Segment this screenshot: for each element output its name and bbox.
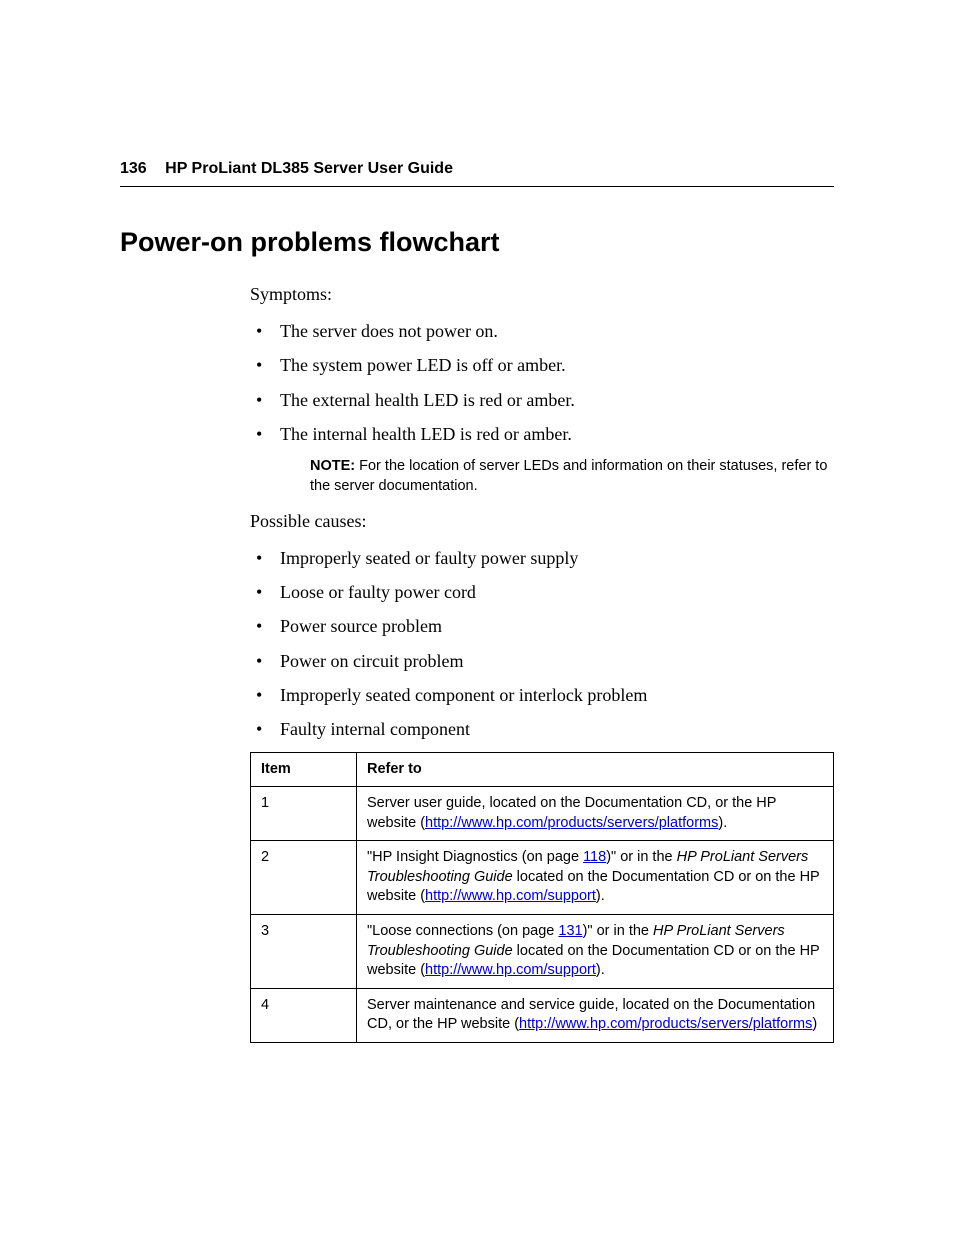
cell-item: 1: [251, 787, 357, 841]
external-link[interactable]: http://www.hp.com/support: [425, 888, 596, 904]
list-item: Power on circuit problem: [250, 649, 834, 673]
table-row: 2 "HP Insight Diagnostics (on page 118)"…: [251, 841, 834, 915]
table-header-row: Item Refer to: [251, 752, 834, 787]
causes-label: Possible causes:: [250, 511, 834, 532]
cell-text: ).: [596, 962, 605, 978]
cell-text: "Loose connections (on page: [367, 923, 558, 939]
page-number: 136: [120, 160, 147, 177]
section-heading: Power-on problems flowchart: [120, 227, 834, 258]
cell-text: )" or in the: [583, 923, 653, 939]
list-item: Faulty internal component: [250, 717, 834, 741]
note-text: For the location of server LEDs and info…: [310, 458, 827, 494]
cell-text: ): [812, 1016, 817, 1032]
running-header: 136 HP ProLiant DL385 Server User Guide: [120, 160, 834, 187]
list-item: The external health LED is red or amber.: [250, 388, 834, 412]
list-item: Improperly seated component or interlock…: [250, 683, 834, 707]
note-block: NOTE: For the location of server LEDs an…: [310, 456, 834, 497]
table-row: 4 Server maintenance and service guide, …: [251, 988, 834, 1042]
symptoms-label: Symptoms:: [250, 284, 834, 305]
list-item: Improperly seated or faulty power supply: [250, 546, 834, 570]
col-header-item: Item: [251, 752, 357, 787]
cell-item: 2: [251, 841, 357, 915]
cell-text: ).: [718, 815, 727, 831]
document-page: 136 HP ProLiant DL385 Server User Guide …: [0, 0, 954, 1235]
note-label: NOTE:: [310, 458, 355, 474]
list-item: The server does not power on.: [250, 319, 834, 343]
cell-text: "HP Insight Diagnostics (on page: [367, 849, 583, 865]
reference-table: Item Refer to 1 Server user guide, locat…: [250, 752, 834, 1043]
cell-text: ).: [596, 888, 605, 904]
list-item: Loose or faulty power cord: [250, 580, 834, 604]
body-column: Symptoms: The server does not power on. …: [250, 284, 834, 1043]
table-row: 1 Server user guide, located on the Docu…: [251, 787, 834, 841]
cell-item: 3: [251, 914, 357, 988]
page-link[interactable]: 131: [558, 923, 582, 939]
causes-list: Improperly seated or faulty power supply…: [250, 546, 834, 742]
table-row: 3 "Loose connections (on page 131)" or i…: [251, 914, 834, 988]
page-link[interactable]: 118: [583, 849, 606, 865]
list-item: The system power LED is off or amber.: [250, 353, 834, 377]
list-item: The internal health LED is red or amber.: [250, 422, 834, 446]
external-link[interactable]: http://www.hp.com/support: [425, 962, 596, 978]
cell-refer: "Loose connections (on page 131)" or in …: [357, 914, 834, 988]
symptoms-list: The server does not power on. The system…: [250, 319, 834, 446]
cell-text: )" or in the: [606, 849, 676, 865]
col-header-refer: Refer to: [357, 752, 834, 787]
cell-refer: "HP Insight Diagnostics (on page 118)" o…: [357, 841, 834, 915]
external-link[interactable]: http://www.hp.com/products/servers/platf…: [519, 1016, 812, 1032]
external-link[interactable]: http://www.hp.com/products/servers/platf…: [425, 815, 718, 831]
list-item: Power source problem: [250, 614, 834, 638]
running-title: HP ProLiant DL385 Server User Guide: [165, 160, 453, 177]
cell-item: 4: [251, 988, 357, 1042]
cell-refer: Server maintenance and service guide, lo…: [357, 988, 834, 1042]
cell-refer: Server user guide, located on the Docume…: [357, 787, 834, 841]
